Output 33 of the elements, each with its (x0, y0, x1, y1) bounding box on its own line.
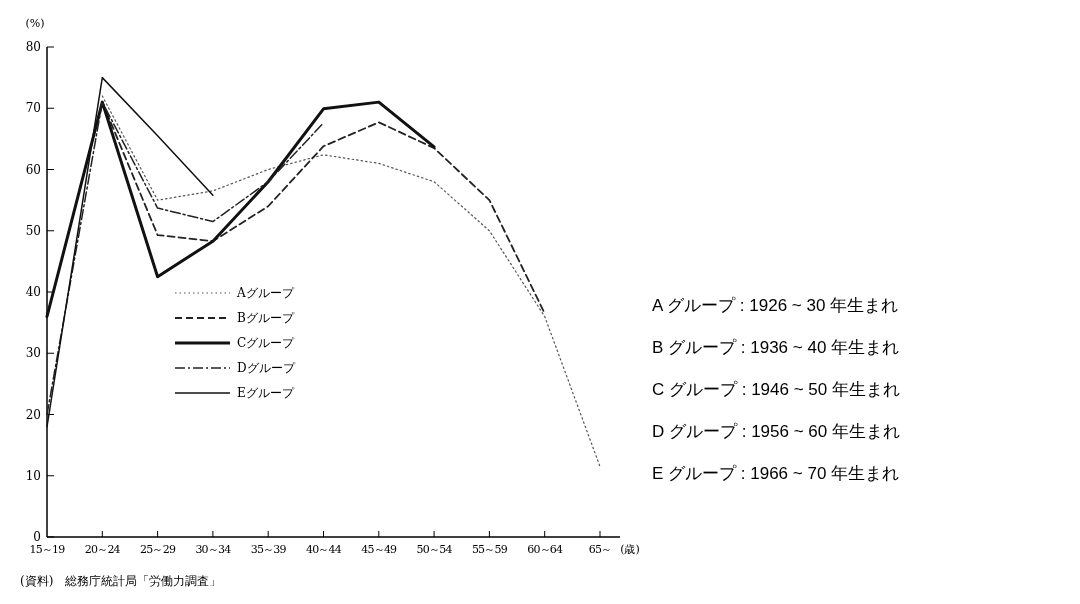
legend-label: Dグループ (237, 361, 296, 376)
x-tick-label: 60～64 (527, 543, 563, 556)
y-axis-title: (%) (25, 17, 45, 30)
y-tick-label: 0 (33, 530, 41, 545)
x-tick-label: 50～54 (416, 543, 453, 556)
x-axis-title: (歳) (620, 543, 640, 556)
x-tick-label: 45～49 (361, 543, 398, 556)
y-tick-label: 10 (25, 468, 41, 483)
text: B グループ : 1936 ~ 40 年生まれ (652, 337, 900, 357)
legend-label: Cグループ (237, 336, 296, 351)
text: E グループ : 1966 ~ 70 年生まれ (652, 463, 900, 483)
y-tick-label: 20 (25, 407, 41, 422)
text: C グループ : 1946 ~ 50 年生まれ (652, 379, 900, 399)
text: (資料) 総務庁統計局「労働力調査」 (20, 574, 222, 588)
y-tick-label: 60 (25, 162, 41, 177)
legend-label: Aグループ (236, 286, 295, 301)
x-tick-label: 30～34 (195, 543, 232, 556)
x-tick-label: 25～29 (140, 543, 176, 556)
y-tick-label: 30 (25, 346, 41, 361)
x-tick-label: 55～59 (471, 543, 508, 556)
y-tick-label: 70 (25, 101, 41, 116)
x-tick-label: 65～ (588, 543, 612, 556)
x-tick-label: 15～19 (29, 543, 66, 556)
x-tick-label: 20～24 (84, 543, 121, 556)
text: D グループ : 1956 ~ 60 年生まれ (652, 421, 900, 441)
text: A グループ : 1926 ~ 30 年生まれ (652, 295, 899, 315)
legend-label: Bグループ (237, 311, 295, 326)
x-tick-label: 35～39 (250, 543, 287, 556)
x-tick-label: 40～44 (306, 543, 342, 556)
y-tick-label: 50 (25, 223, 41, 238)
legend-label: Eグループ (237, 386, 295, 401)
y-tick-label: 40 (25, 285, 41, 300)
y-tick-label: 80 (25, 40, 41, 55)
